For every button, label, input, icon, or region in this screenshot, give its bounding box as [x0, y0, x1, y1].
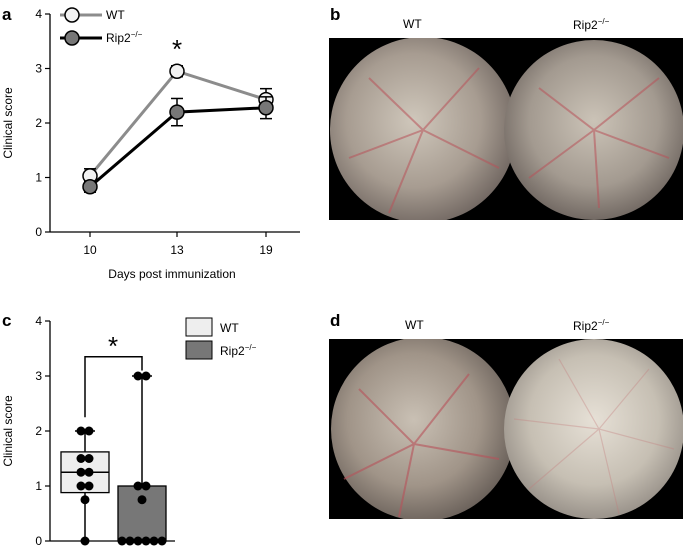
data-dot: [133, 371, 143, 381]
legend-label: Rip2−/−: [220, 343, 257, 358]
y-tick-label: 4: [35, 7, 42, 21]
y-tick-label: 2: [35, 424, 42, 438]
legend-label: WT: [220, 321, 239, 335]
data-dot: [141, 371, 151, 381]
data-dot: [84, 454, 94, 463]
box: [117, 485, 167, 542]
significance-asterisk: *: [172, 34, 182, 64]
significance-bracket: [84, 356, 143, 418]
y-tick-label: 1: [35, 479, 42, 493]
panel-letter-a: a: [2, 5, 12, 24]
y-tick-label: 0: [35, 225, 42, 239]
data-point: [258, 99, 274, 116]
y-tick-label: 0: [35, 534, 42, 546]
y-tick-label: 2: [35, 116, 42, 130]
x-tick-label: 19: [259, 243, 273, 257]
panel-c-box-plot: 0 1 2 3 4 Clinical score * WT Rip2−/−: [1, 314, 257, 546]
fundus-label-d-rip2: Rip2−/−: [573, 318, 610, 333]
y-tick-label: 3: [35, 62, 42, 76]
y-tick-label: 1: [35, 171, 42, 185]
fundus-label-b-wt: WT: [403, 17, 422, 31]
y-tick-label: 4: [35, 314, 42, 328]
data-dot: [80, 495, 90, 505]
panel-letter-b: b: [330, 5, 341, 24]
fundus-d-wt: [331, 339, 515, 519]
legend-swatch: [185, 340, 213, 360]
y-axis-label: Clinical score: [1, 87, 15, 159]
fundus-image-b: [329, 38, 683, 220]
data-dot: [84, 426, 94, 436]
data-point: [169, 63, 185, 79]
data-dot: [84, 467, 94, 477]
fundus-label-b-rip2: Rip2−/−: [573, 17, 610, 32]
data-dot: [157, 536, 167, 546]
data-dot: [141, 481, 151, 491]
y-tick-label: 3: [35, 369, 42, 383]
x-axis-label: Days post immunization: [108, 267, 235, 281]
data-dot: [141, 536, 151, 546]
data-dot: [137, 495, 147, 505]
data-dot: [84, 481, 94, 491]
data-dot: [76, 426, 86, 436]
data-dot: [125, 536, 135, 546]
data-dot: [76, 467, 86, 477]
data-dot: [117, 536, 127, 546]
series-line: [88, 69, 267, 177]
data-dot: [133, 536, 143, 546]
legend-label: WT: [106, 8, 125, 22]
significance-asterisk: *: [108, 331, 118, 361]
legend-marker: [64, 7, 80, 23]
legend-marker: [64, 30, 80, 46]
x-tick-label: 13: [170, 243, 184, 257]
data-dot: [133, 481, 143, 491]
fundus-image-d: [329, 339, 683, 519]
legend-label: Rip2−/−: [106, 30, 143, 45]
legend-swatch: [185, 317, 213, 337]
y-axis-label: Clinical score: [1, 395, 15, 467]
fundus-label-d-wt: WT: [405, 318, 424, 332]
data-dot: [149, 536, 159, 546]
data-dot: [76, 481, 86, 491]
data-point: [82, 179, 98, 195]
fundus-d-rip2: [504, 339, 683, 519]
data-dot: [80, 536, 90, 546]
data-point: [169, 104, 185, 120]
panel-letter-c: c: [2, 311, 12, 330]
panel-a-line-chart: 0 1 2 3 4 10 13 19 Days post immunization Clinica…: [1, 7, 300, 281]
data-dot: [76, 454, 86, 463]
panel-letter-d: d: [330, 311, 341, 330]
x-tick-label: 10: [83, 243, 97, 257]
